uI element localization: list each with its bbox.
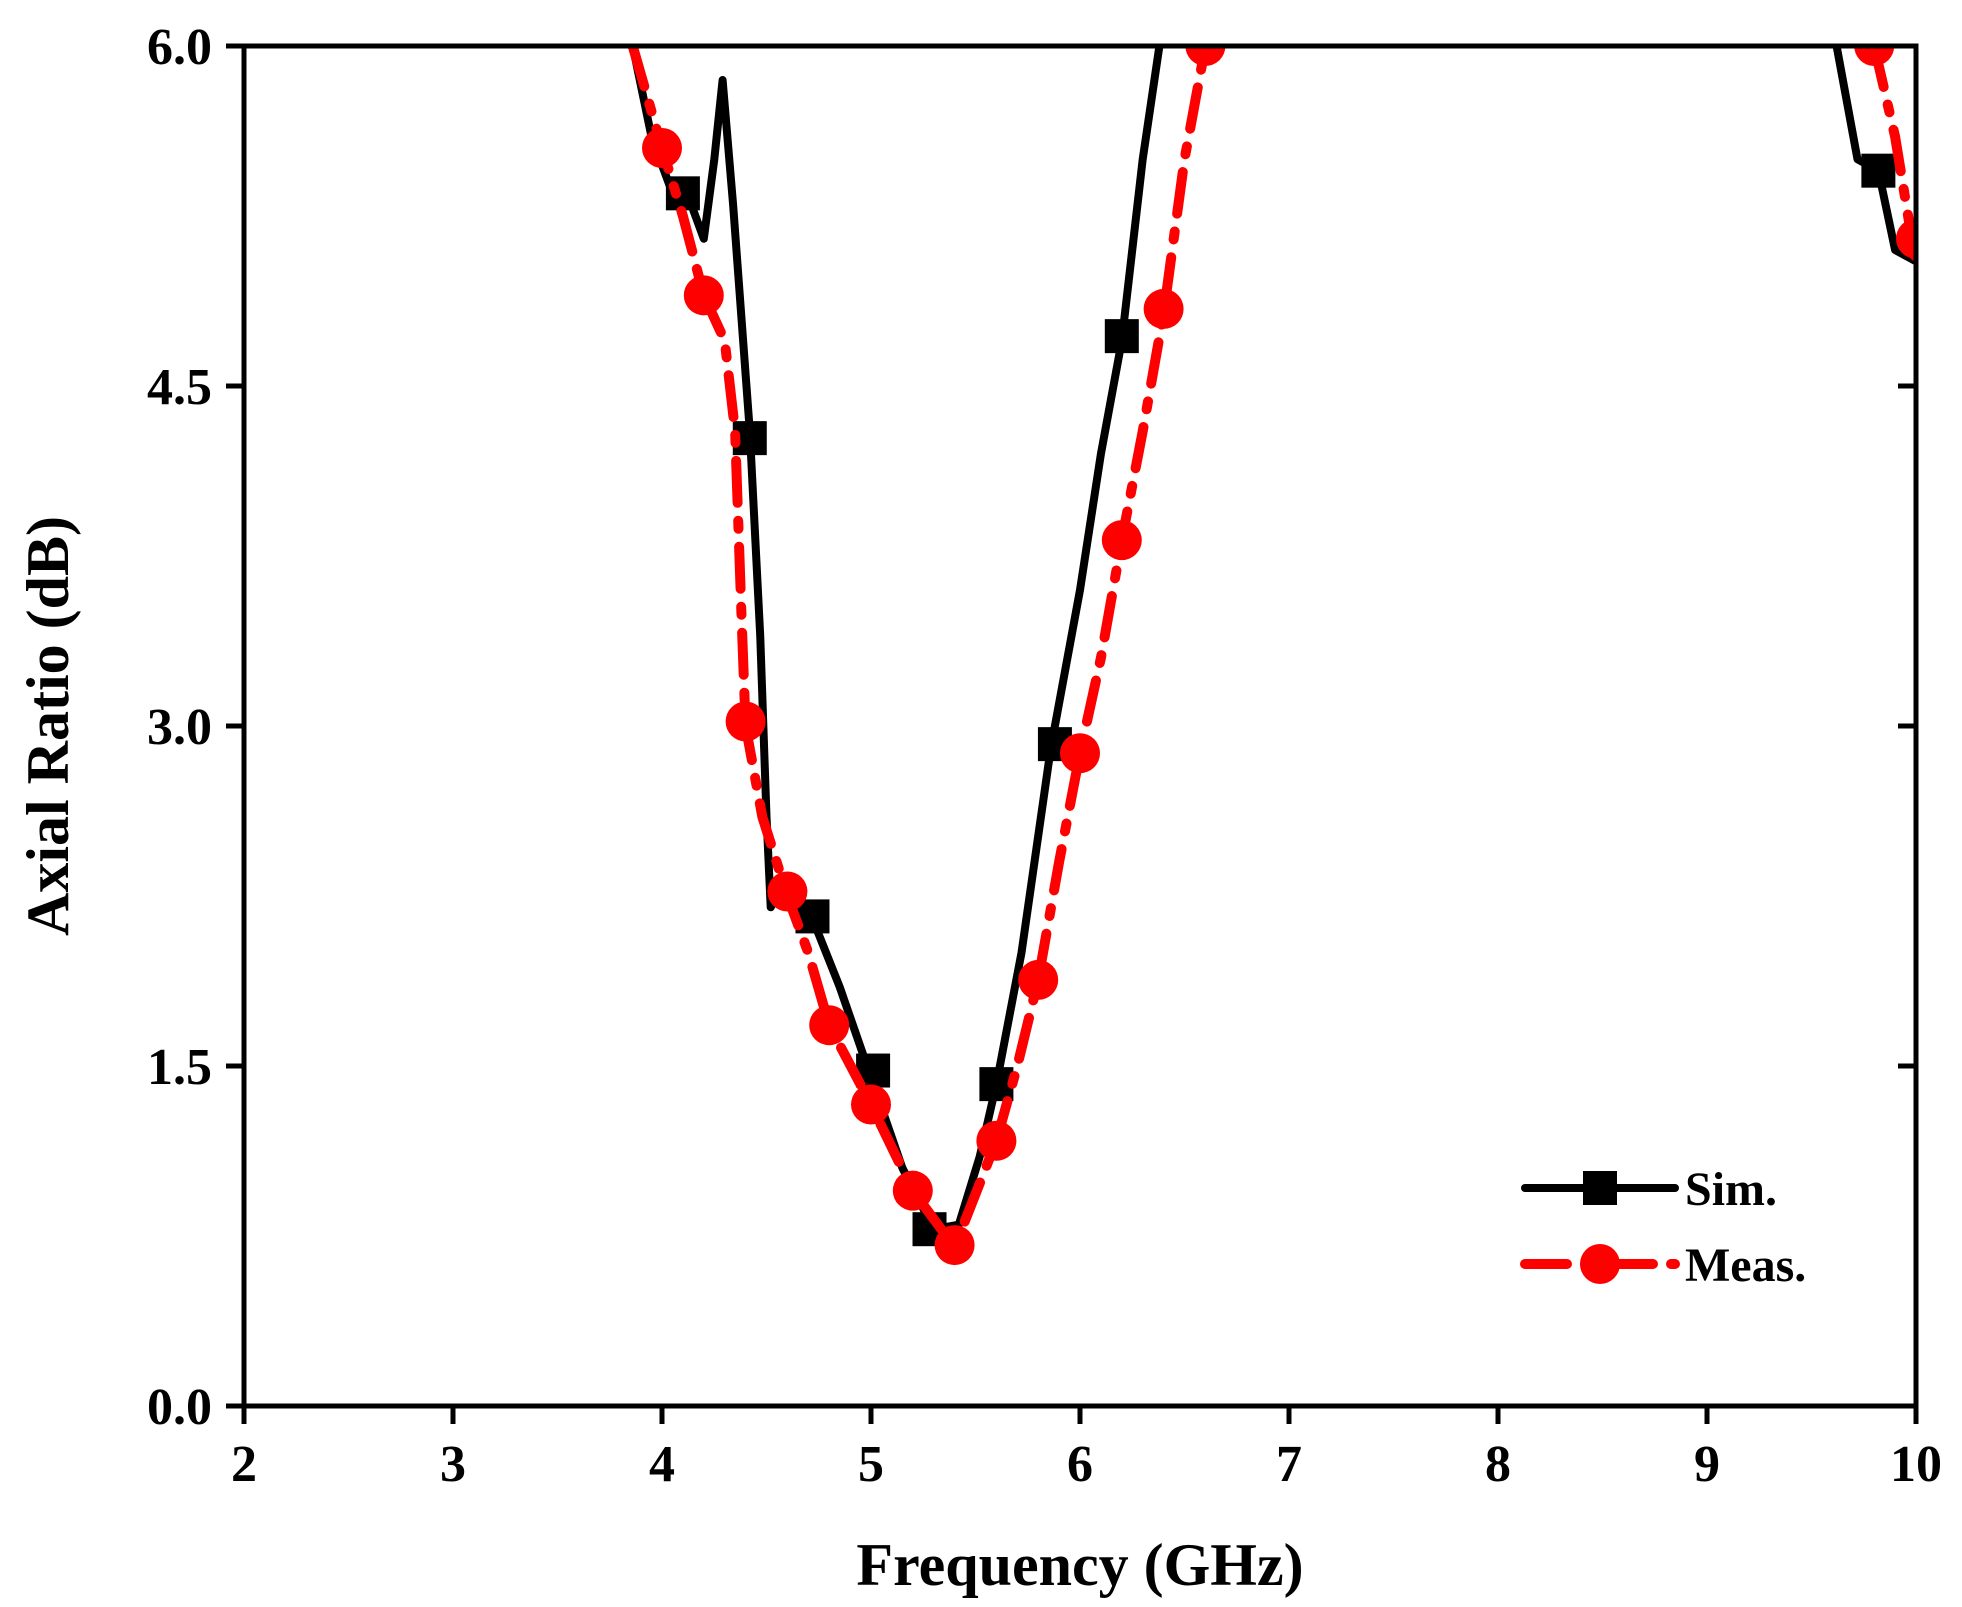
meas-marker [683, 275, 724, 316]
meas-marker [725, 701, 766, 742]
meas-marker [809, 1005, 850, 1046]
sim-marker [1104, 319, 1139, 354]
meas-marker [892, 1170, 933, 1211]
meas-marker [767, 871, 808, 912]
x-tick-label: 9 [1694, 1436, 1720, 1493]
plot-border [241, 43, 1919, 1409]
y-axis-title: Axial Ratio (dB) [15, 516, 81, 936]
legend-sim-marker [1583, 1171, 1617, 1205]
legend-meas-marker [1580, 1244, 1620, 1284]
y-tick-label: 0.0 [147, 1379, 212, 1436]
meas-marker [1854, 46, 1895, 66]
x-tick-label: 10 [1890, 1436, 1942, 1493]
x-axis-title: Frequency (GHz) [856, 1532, 1303, 1598]
meas-marker [1896, 218, 1916, 259]
y-tick-label: 4.5 [147, 359, 212, 416]
meas-marker [1018, 959, 1059, 1000]
legend-meas-label: Meas. [1685, 1239, 1806, 1292]
x-tick-label: 3 [440, 1436, 466, 1493]
meas-marker [1101, 520, 1142, 561]
x-tick-label: 7 [1276, 1436, 1302, 1493]
x-tick-label: 2 [231, 1436, 257, 1493]
series-area [627, 46, 1916, 1266]
y-tick-label: 3.0 [147, 699, 212, 756]
meas-marker [851, 1084, 891, 1125]
y-tick-label: 1.5 [147, 1039, 212, 1096]
plot-frame [241, 43, 1919, 1409]
meas-marker [934, 1225, 975, 1266]
x-tick-label: 4 [649, 1436, 675, 1493]
sim-series-line [628, 46, 1164, 1234]
sim-marker [1861, 153, 1896, 188]
x-tick-label: 8 [1485, 1436, 1511, 1493]
x-tick-label: 6 [1067, 1436, 1093, 1493]
x-tick-label: 5 [858, 1436, 884, 1493]
legend: Sim. Meas. [1520, 1163, 1806, 1292]
meas-series-line [627, 46, 1211, 1253]
y-tick-label: 6.0 [147, 19, 212, 76]
meas-marker [976, 1120, 1017, 1161]
axes: 2 3 4 5 6 7 8 9 10 0.0 1.5 3.0 4.5 6.0 [147, 19, 1942, 1493]
meas-marker [1143, 288, 1184, 329]
meas-marker [1185, 46, 1226, 66]
meas-marker [1060, 733, 1100, 774]
legend-sim-label: Sim. [1685, 1163, 1777, 1216]
meas-marker [642, 128, 682, 168]
